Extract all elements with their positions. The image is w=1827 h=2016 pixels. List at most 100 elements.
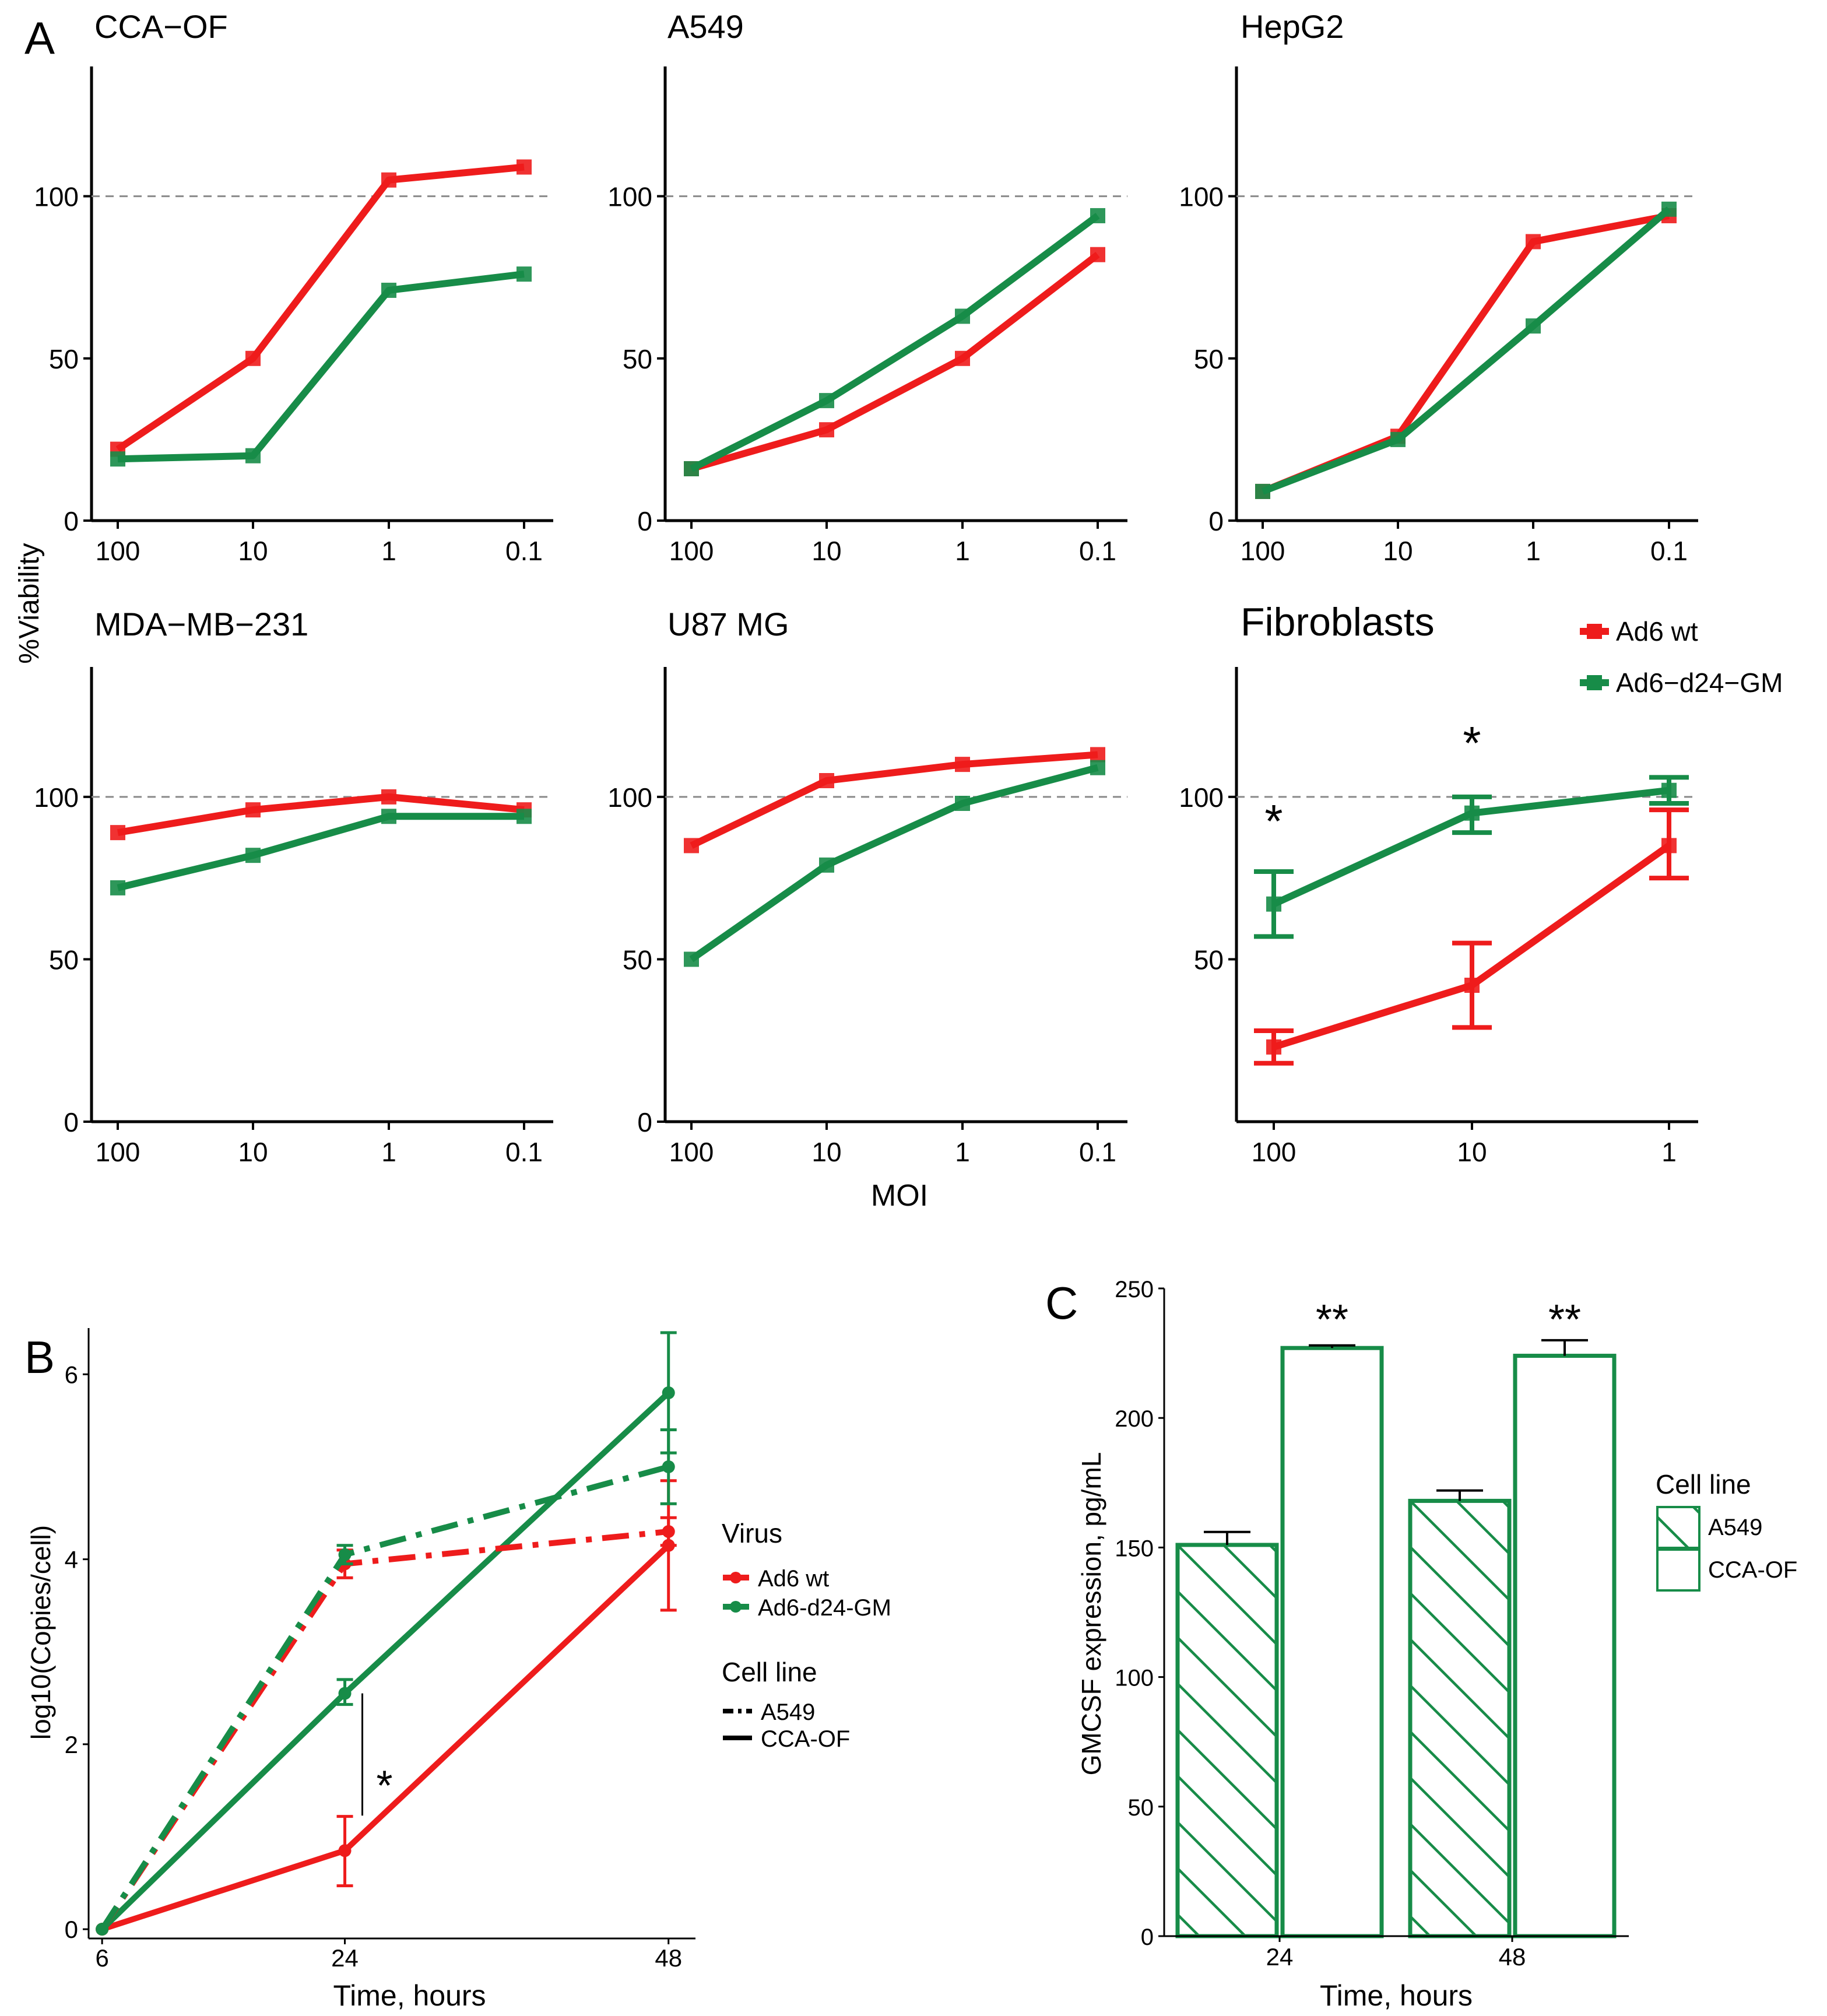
series-line bbox=[100, 1390, 671, 1931]
series-line bbox=[690, 213, 1100, 472]
series-line bbox=[690, 751, 1098, 849]
x-tick-label: 10 bbox=[1457, 1137, 1487, 1167]
x-tick-label: 24 bbox=[331, 1944, 359, 1972]
y-axis-title: GMCSF expression, pg/mL bbox=[1076, 1452, 1106, 1776]
series-ad6-wt bbox=[110, 159, 532, 457]
data-point bbox=[662, 1386, 675, 1400]
chart-title: MDA−MB−231 bbox=[94, 606, 308, 642]
y-tick-label: 0 bbox=[64, 506, 79, 536]
significance-marker: ** bbox=[1548, 1297, 1581, 1343]
series-ad6-d24-gm-cca-of bbox=[96, 1331, 677, 1936]
y-tick-label: 6 bbox=[65, 1361, 78, 1388]
data-point bbox=[338, 1548, 352, 1561]
series-line bbox=[99, 1464, 670, 1931]
significance-marker: * bbox=[1264, 795, 1283, 847]
data-point bbox=[684, 838, 699, 854]
y-tick-label: 0 bbox=[1208, 506, 1224, 536]
series-ad6-d24-gm bbox=[110, 266, 532, 467]
legend-label: Ad6 wt bbox=[1616, 616, 1698, 647]
data-point bbox=[1266, 896, 1281, 912]
data-point bbox=[955, 757, 970, 772]
data-point bbox=[517, 159, 532, 175]
series-ad6-wt-a549 bbox=[96, 1516, 677, 1936]
significance-marker: * bbox=[1463, 717, 1481, 769]
data-point bbox=[684, 461, 699, 476]
data-point bbox=[819, 857, 834, 873]
x-tick-label: 48 bbox=[655, 1944, 682, 1972]
data-point bbox=[381, 809, 396, 824]
viability-y-label: %Viability bbox=[14, 543, 45, 663]
x-tick-label: 10 bbox=[1383, 536, 1413, 566]
chart-u87-mg: U87 MG 0 50 100 100 10 1 0.1 bbox=[607, 606, 1127, 1167]
series-ad6-d24-gm-a549 bbox=[96, 1428, 677, 1936]
x-tick-label: 100 bbox=[669, 536, 714, 566]
series-line bbox=[117, 271, 525, 463]
panel-c-chart: ** ** 0 50 100 150 200 250 24 48 Time, hours GMCSF … bbox=[1076, 1277, 1797, 2012]
data-point bbox=[1255, 483, 1270, 499]
data-point bbox=[245, 350, 261, 366]
y-tick-label: 50 bbox=[49, 344, 79, 374]
data-point bbox=[1661, 782, 1677, 798]
x-tick-label: 0.1 bbox=[505, 536, 543, 566]
chart-hepg2: HepG2 0 50 100 100 10 1 0.1 bbox=[1179, 8, 1698, 566]
chart-fibroblasts: Fibroblasts 50 100 100 10 1 * * bbox=[1179, 600, 1698, 1167]
data-point bbox=[338, 1844, 352, 1857]
series-ad6-d24-gm bbox=[1254, 775, 1689, 939]
panel-label-b: B bbox=[24, 1332, 55, 1383]
data-point bbox=[1390, 431, 1406, 447]
series-ad6-wt bbox=[684, 747, 1105, 854]
series-ad6-wt-cca-of bbox=[96, 1479, 677, 1936]
y-tick-label: 100 bbox=[34, 782, 79, 813]
bar-a549-48 bbox=[1408, 1498, 1512, 1938]
legend-title-virus: Virus bbox=[722, 1518, 782, 1548]
series-ad6-wt bbox=[1254, 807, 1689, 1066]
y-tick-label: 250 bbox=[1115, 1277, 1154, 1302]
y-tick-label: 50 bbox=[1194, 944, 1224, 975]
legend-label: Ad6 wt bbox=[758, 1566, 829, 1592]
data-point bbox=[819, 422, 834, 438]
data-point bbox=[1464, 978, 1480, 993]
data-point bbox=[684, 951, 699, 967]
data-point bbox=[1661, 201, 1677, 217]
legend-label: A549 bbox=[1708, 1515, 1762, 1540]
y-tick-label: 4 bbox=[65, 1546, 78, 1574]
data-point bbox=[110, 825, 125, 841]
chart-cca-of: CCA−OF 0 50 100 100 10 1 0.1 bbox=[34, 8, 553, 566]
data-point bbox=[662, 1525, 675, 1538]
x-tick-label: 100 bbox=[96, 536, 140, 566]
x-tick-label: 0.1 bbox=[1650, 536, 1688, 566]
series-ad6-wt bbox=[110, 789, 532, 841]
y-tick-label: 50 bbox=[1194, 344, 1224, 374]
data-point bbox=[245, 848, 261, 863]
data-point bbox=[245, 448, 261, 463]
x-axis-title: Time, hours bbox=[1320, 1979, 1473, 2012]
bar-cca-of-48 bbox=[1513, 1354, 1617, 1938]
series-line bbox=[115, 163, 525, 452]
data-point bbox=[1526, 234, 1541, 250]
x-tick-label: 10 bbox=[238, 536, 268, 566]
y-tick-label: 0 bbox=[637, 506, 652, 536]
data-point bbox=[819, 773, 834, 788]
series-ad6-d24-gm bbox=[684, 208, 1105, 476]
data-point bbox=[955, 308, 970, 324]
y-tick-label: 2 bbox=[65, 1731, 78, 1758]
data-point bbox=[110, 880, 125, 895]
chart-title: HepG2 bbox=[1241, 8, 1344, 45]
data-point bbox=[819, 393, 834, 409]
series-line bbox=[117, 813, 524, 891]
x-tick-label: 100 bbox=[96, 1137, 140, 1167]
y-tick-label: 0 bbox=[65, 1916, 78, 1943]
x-tick-label: 10 bbox=[811, 536, 841, 566]
x-tick-label: 6 bbox=[95, 1944, 108, 1972]
x-tick-label: 0.1 bbox=[1079, 536, 1116, 566]
data-point bbox=[1090, 247, 1105, 262]
x-tick-label: 10 bbox=[238, 1137, 268, 1167]
y-tick-label: 200 bbox=[1115, 1406, 1154, 1432]
bar-a549-24 bbox=[1175, 1543, 1279, 1938]
legend-title-cell-line: Cell line bbox=[722, 1657, 817, 1687]
series-ad6-d24-gm bbox=[1255, 201, 1677, 499]
data-point bbox=[1464, 805, 1480, 821]
panel-label-c: C bbox=[1045, 1277, 1078, 1329]
